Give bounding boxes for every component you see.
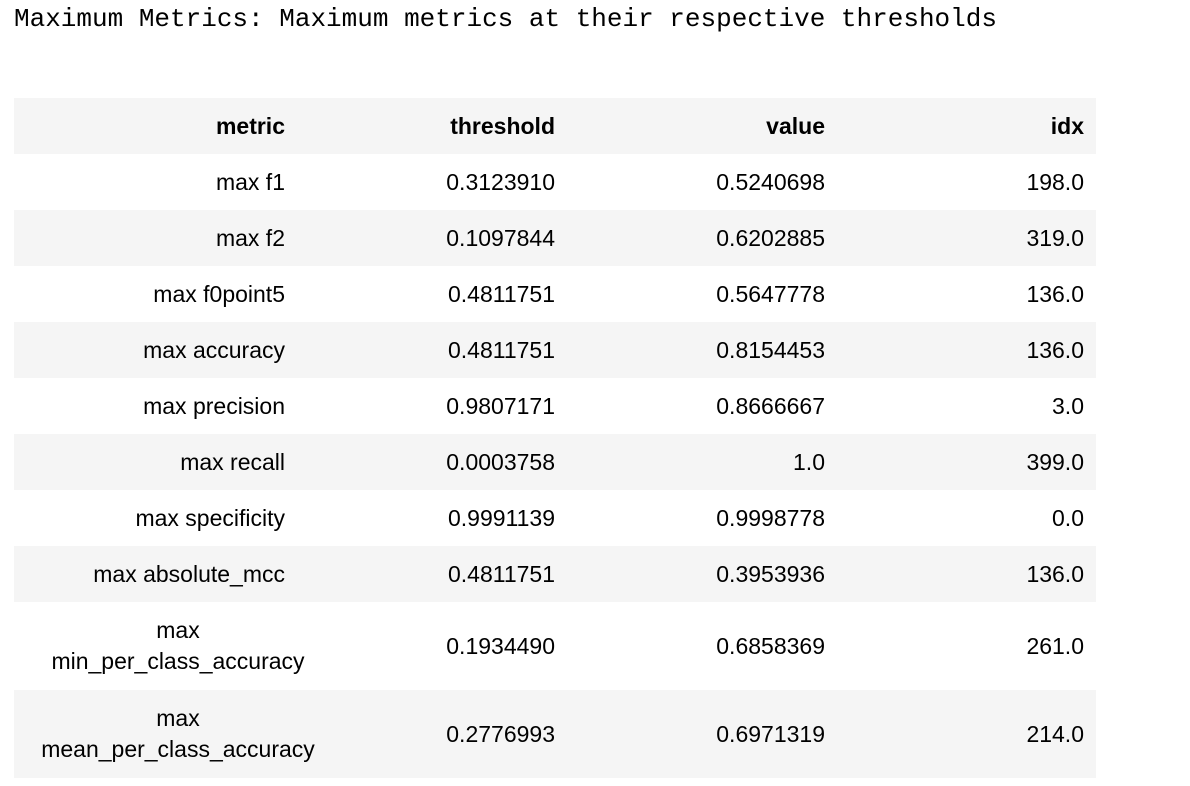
cell-idx: 198.0 <box>880 154 1096 210</box>
cell-threshold: 0.4811751 <box>340 322 610 378</box>
cell-metric-line2: min_per_class_accuracy <box>26 646 330 677</box>
cell-value: 0.5647778 <box>610 266 880 322</box>
cell-value: 0.3953936 <box>610 546 880 602</box>
cell-idx: 214.0 <box>880 690 1096 778</box>
cell-metric: max specificity <box>14 490 340 546</box>
cell-value: 0.8154453 <box>610 322 880 378</box>
cell-metric: max mean_per_class_accuracy <box>14 690 340 778</box>
cell-threshold: 0.1934490 <box>340 602 610 690</box>
table-row: max specificity 0.9991139 0.9998778 0.0 <box>14 490 1096 546</box>
table-row: max recall 0.0003758 1.0 399.0 <box>14 434 1096 490</box>
cell-value: 0.9998778 <box>610 490 880 546</box>
table-row: max f1 0.3123910 0.5240698 198.0 <box>14 154 1096 210</box>
cell-value: 0.6971319 <box>610 690 880 778</box>
cell-threshold: 0.0003758 <box>340 434 610 490</box>
column-header-metric: metric <box>14 98 340 154</box>
cell-value: 0.5240698 <box>610 154 880 210</box>
cell-metric: max recall <box>14 434 340 490</box>
cell-threshold: 0.3123910 <box>340 154 610 210</box>
cell-idx: 0.0 <box>880 490 1096 546</box>
cell-metric-line1: max <box>26 703 330 734</box>
max-metrics-table: metric threshold value idx max f1 0.3123… <box>14 98 1096 778</box>
cell-threshold: 0.4811751 <box>340 266 610 322</box>
table-row: max min_per_class_accuracy 0.1934490 0.6… <box>14 602 1096 690</box>
cell-metric: max f2 <box>14 210 340 266</box>
cell-idx: 136.0 <box>880 322 1096 378</box>
cell-metric: max precision <box>14 378 340 434</box>
cell-threshold: 0.9807171 <box>340 378 610 434</box>
cell-value: 1.0 <box>610 434 880 490</box>
table-row: max mean_per_class_accuracy 0.2776993 0.… <box>14 690 1096 778</box>
column-header-value: value <box>610 98 880 154</box>
cell-value: 0.8666667 <box>610 378 880 434</box>
cell-metric: max accuracy <box>14 322 340 378</box>
table-row: max absolute_mcc 0.4811751 0.3953936 136… <box>14 546 1096 602</box>
column-header-threshold: threshold <box>340 98 610 154</box>
table-row: max precision 0.9807171 0.8666667 3.0 <box>14 378 1096 434</box>
cell-value: 0.6202885 <box>610 210 880 266</box>
cell-metric: max f0point5 <box>14 266 340 322</box>
cell-metric: max f1 <box>14 154 340 210</box>
cell-threshold: 0.1097844 <box>340 210 610 266</box>
cell-metric: max absolute_mcc <box>14 546 340 602</box>
cell-threshold: 0.4811751 <box>340 546 610 602</box>
cell-value: 0.6858369 <box>610 602 880 690</box>
cell-idx: 261.0 <box>880 602 1096 690</box>
table-row: max accuracy 0.4811751 0.8154453 136.0 <box>14 322 1096 378</box>
cell-idx: 3.0 <box>880 378 1096 434</box>
cell-idx: 136.0 <box>880 266 1096 322</box>
table-row: max f2 0.1097844 0.6202885 319.0 <box>14 210 1096 266</box>
cell-idx: 399.0 <box>880 434 1096 490</box>
table-header-row: metric threshold value idx <box>14 98 1096 154</box>
column-header-idx: idx <box>880 98 1096 154</box>
cell-idx: 136.0 <box>880 546 1096 602</box>
cell-idx: 319.0 <box>880 210 1096 266</box>
cell-metric-line1: max <box>26 615 330 646</box>
cell-metric: max min_per_class_accuracy <box>14 602 340 690</box>
cell-threshold: 0.9991139 <box>340 490 610 546</box>
cell-threshold: 0.2776993 <box>340 690 610 778</box>
output-title: Maximum Metrics: Maximum metrics at thei… <box>14 2 997 36</box>
cell-metric-line2: mean_per_class_accuracy <box>26 734 330 765</box>
table-row: max f0point5 0.4811751 0.5647778 136.0 <box>14 266 1096 322</box>
